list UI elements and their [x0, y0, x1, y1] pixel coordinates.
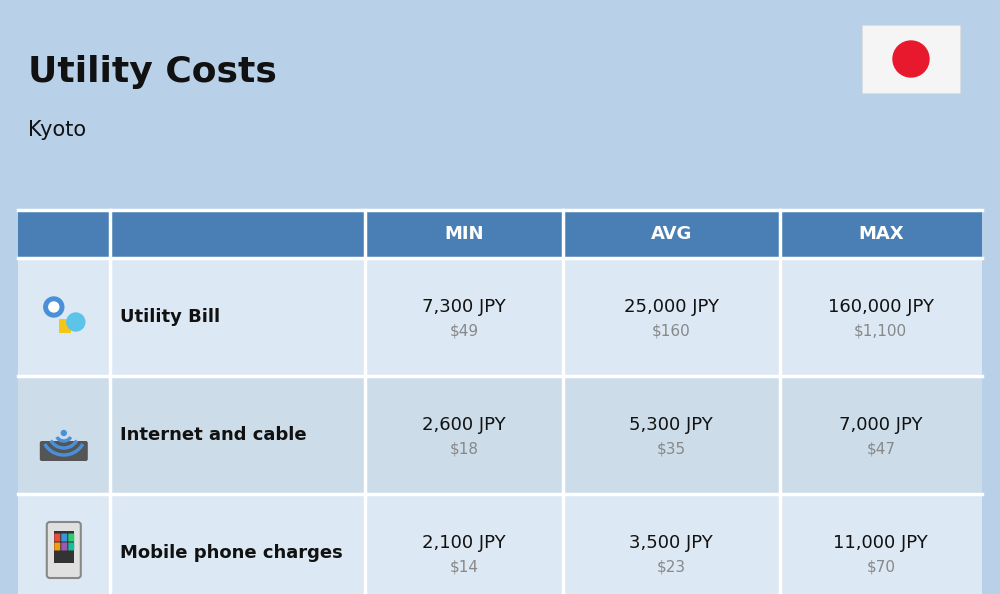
- Text: $70: $70: [866, 560, 895, 574]
- Text: $18: $18: [449, 441, 478, 457]
- Text: Kyoto: Kyoto: [28, 120, 86, 140]
- FancyBboxPatch shape: [41, 530, 87, 576]
- Circle shape: [61, 431, 66, 435]
- FancyBboxPatch shape: [54, 533, 60, 542]
- Text: Mobile phone charges: Mobile phone charges: [120, 544, 342, 562]
- FancyBboxPatch shape: [59, 319, 71, 333]
- FancyBboxPatch shape: [18, 258, 982, 376]
- Text: $14: $14: [449, 560, 478, 574]
- Text: MIN: MIN: [444, 225, 484, 243]
- Text: MAX: MAX: [858, 225, 904, 243]
- Text: 7,300 JPY: 7,300 JPY: [422, 298, 506, 316]
- FancyBboxPatch shape: [862, 25, 960, 93]
- FancyBboxPatch shape: [61, 533, 67, 542]
- FancyBboxPatch shape: [18, 494, 982, 594]
- Text: 7,000 JPY: 7,000 JPY: [839, 416, 923, 434]
- FancyBboxPatch shape: [41, 294, 87, 340]
- Circle shape: [44, 297, 64, 317]
- Text: $160: $160: [652, 324, 690, 339]
- Text: 5,300 JPY: 5,300 JPY: [629, 416, 713, 434]
- FancyBboxPatch shape: [54, 542, 60, 551]
- Text: 11,000 JPY: 11,000 JPY: [833, 534, 928, 552]
- Text: Utility Costs: Utility Costs: [28, 55, 277, 89]
- Circle shape: [49, 302, 59, 312]
- Circle shape: [67, 313, 85, 331]
- Text: AVG: AVG: [650, 225, 692, 243]
- Text: $1,100: $1,100: [854, 324, 907, 339]
- Text: $35: $35: [657, 441, 686, 457]
- Text: 2,600 JPY: 2,600 JPY: [422, 416, 506, 434]
- FancyBboxPatch shape: [18, 210, 982, 258]
- FancyBboxPatch shape: [41, 412, 87, 458]
- FancyBboxPatch shape: [68, 533, 74, 542]
- FancyBboxPatch shape: [54, 531, 74, 563]
- Text: $49: $49: [449, 324, 478, 339]
- Circle shape: [893, 41, 929, 77]
- FancyBboxPatch shape: [61, 542, 67, 551]
- Text: 25,000 JPY: 25,000 JPY: [624, 298, 719, 316]
- FancyBboxPatch shape: [18, 376, 982, 494]
- Text: $47: $47: [866, 441, 895, 457]
- Text: Utility Bill: Utility Bill: [120, 308, 220, 326]
- FancyBboxPatch shape: [47, 522, 81, 578]
- FancyBboxPatch shape: [40, 441, 88, 461]
- Text: 3,500 JPY: 3,500 JPY: [629, 534, 713, 552]
- Text: 160,000 JPY: 160,000 JPY: [828, 298, 934, 316]
- Text: 2,100 JPY: 2,100 JPY: [422, 534, 506, 552]
- FancyBboxPatch shape: [68, 542, 74, 551]
- Text: $23: $23: [657, 560, 686, 574]
- Text: Internet and cable: Internet and cable: [120, 426, 306, 444]
